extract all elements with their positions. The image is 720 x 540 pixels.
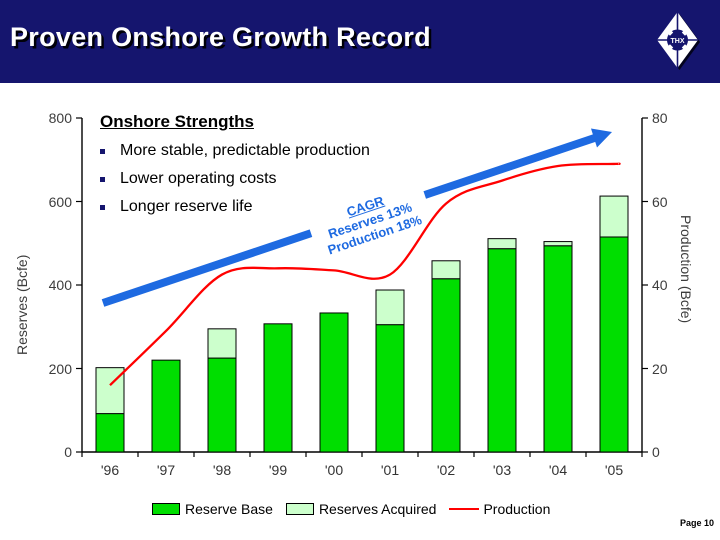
right-tick-label: 0 [652, 444, 696, 460]
left-axis-title: Reserves (Bcfe) [14, 255, 30, 355]
x-tick-label: '05 [592, 462, 636, 478]
x-tick-label: '00 [312, 462, 356, 478]
page-number: Page 10 [680, 518, 714, 528]
right-axis-title: Production (Bcfe) [678, 215, 694, 323]
right-tick-label: 80 [652, 110, 696, 126]
left-tick-label: 800 [28, 110, 72, 126]
legend-item-production: Production [449, 501, 550, 517]
x-tick-label: '96 [88, 462, 132, 478]
legend-label: Reserve Base [185, 501, 273, 517]
legend-item-reserve-base: Reserve Base [152, 501, 273, 517]
legend-label: Reserves Acquired [319, 501, 437, 517]
reserves-acquired-swatch-icon [286, 503, 314, 515]
left-tick-label: 0 [28, 444, 72, 460]
slide: Proven Onshore Growth Record THX Onshore… [0, 0, 720, 540]
x-tick-label: '02 [424, 462, 468, 478]
right-tick-label: 40 [652, 277, 696, 293]
chart-legend: Reserve Base Reserves Acquired Productio… [152, 501, 563, 517]
reserve-base-swatch-icon [152, 503, 180, 515]
production-line [110, 164, 620, 385]
production-line-swatch-icon [449, 508, 479, 510]
left-tick-label: 400 [28, 277, 72, 293]
production-line-layer [0, 0, 720, 540]
x-tick-label: '99 [256, 462, 300, 478]
legend-label: Production [483, 501, 550, 517]
left-tick-label: 200 [28, 361, 72, 377]
left-tick-label: 600 [28, 194, 72, 210]
x-tick-label: '97 [144, 462, 188, 478]
x-tick-label: '04 [536, 462, 580, 478]
x-tick-label: '01 [368, 462, 412, 478]
x-tick-label: '98 [200, 462, 244, 478]
x-tick-label: '03 [480, 462, 524, 478]
right-tick-label: 60 [652, 194, 696, 210]
legend-item-reserves-acquired: Reserves Acquired [286, 501, 437, 517]
right-tick-label: 20 [652, 361, 696, 377]
